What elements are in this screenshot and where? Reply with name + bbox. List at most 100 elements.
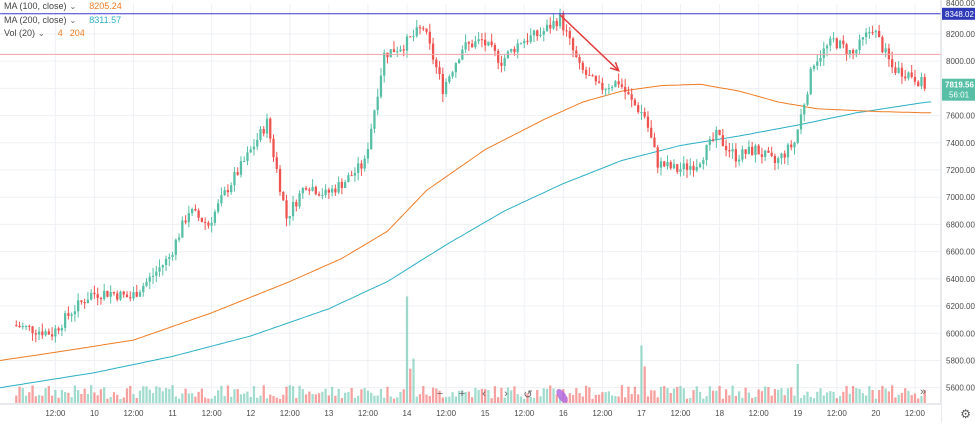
candle-body: [715, 129, 718, 141]
candle-body: [181, 220, 184, 238]
volume-bar: [819, 388, 822, 403]
volume-bar: [409, 368, 412, 403]
x-tick-label: 12:00: [514, 409, 535, 418]
volume-bar: [31, 385, 34, 403]
candle-body: [545, 24, 549, 32]
candle-body: [269, 118, 272, 139]
volume-bar: [135, 398, 138, 403]
volume-bar: [604, 392, 607, 403]
candle-body: [236, 172, 239, 175]
scroll-to-latest-button[interactable]: »: [920, 386, 927, 398]
volume-bar: [542, 388, 545, 403]
candle-body: [132, 292, 135, 299]
legend-ma100[interactable]: MA (100, close) ⌄ 8205.24: [4, 1, 122, 11]
candle-body: [614, 81, 617, 88]
scroll-right-button[interactable]: ›: [504, 388, 508, 400]
volume-bar: [125, 388, 129, 403]
volume-bar: [431, 387, 435, 403]
candle-body: [86, 299, 90, 304]
candle-body: [891, 59, 894, 68]
candle-body: [558, 13, 562, 27]
x-tick-label: 12:00: [358, 409, 379, 418]
candle-body: [37, 331, 41, 335]
candle-body: [57, 328, 60, 331]
last-price-text: 7819.56: [945, 81, 974, 90]
candle-body: [129, 297, 132, 299]
candle-body: [350, 175, 353, 177]
volume-bar: [786, 388, 790, 403]
chevron-down-icon[interactable]: ⌄: [69, 15, 77, 25]
volume-bar: [689, 397, 692, 403]
volume-bar: [894, 397, 897, 403]
volume-bar: [158, 387, 161, 403]
volume-bar: [177, 398, 181, 403]
volume-bar: [597, 394, 601, 403]
volume-bar: [900, 393, 904, 403]
candle-body: [402, 49, 405, 51]
candle-body: [702, 160, 705, 164]
candle-body: [578, 57, 581, 63]
volume-bar: [405, 296, 409, 403]
zoom-out-button[interactable]: −: [436, 388, 444, 400]
volume-bar: [353, 397, 357, 403]
volume-bar: [83, 388, 86, 403]
candle-body: [44, 331, 47, 336]
volume-bar: [803, 395, 806, 403]
volume-bar: [633, 386, 637, 403]
x-tick-label: 15: [481, 409, 490, 418]
volume-bar: [363, 387, 366, 403]
candle-body: [428, 31, 431, 44]
trend-arrow-head: [609, 61, 620, 72]
volume-bar: [308, 391, 311, 403]
volume-bar: [448, 396, 451, 403]
candle-body: [99, 297, 103, 299]
chevron-down-icon[interactable]: ⌄: [69, 1, 77, 11]
candle-body: [584, 69, 588, 75]
volume-bar: [578, 393, 581, 403]
volume-bar: [751, 398, 754, 403]
candle-body: [806, 94, 809, 105]
candle-body: [138, 292, 142, 297]
volume-bar: [529, 396, 532, 403]
volume-bar: [116, 394, 119, 403]
reset-chart-button[interactable]: ↺: [523, 389, 533, 401]
candle-body: [571, 38, 575, 51]
candle-body: [340, 181, 344, 188]
x-tick-label: 14: [403, 409, 412, 418]
volume-bar: [441, 397, 444, 403]
candle-body: [731, 149, 734, 152]
volume-bar: [910, 395, 913, 403]
candle-body: [308, 189, 311, 191]
settings-gear-icon[interactable]: ⚙: [960, 407, 971, 421]
legend-volume[interactable]: Vol (20) ⌄ 4 204: [4, 28, 85, 38]
scroll-left-button[interactable]: ‹: [482, 388, 486, 400]
volume-bar: [692, 390, 695, 403]
candle-body: [304, 188, 308, 190]
chevron-down-icon[interactable]: ⌄: [38, 28, 45, 38]
volume-bar: [757, 389, 760, 403]
candle-body: [425, 28, 428, 32]
volume-bar: [148, 389, 151, 403]
volume-bar: [187, 393, 190, 403]
candle-body: [751, 146, 754, 155]
candle-body: [773, 155, 777, 164]
candle-body: [685, 163, 689, 170]
candle-body: [845, 44, 848, 55]
candle-body: [897, 67, 900, 73]
top-line-price-text: 8348.02: [945, 10, 974, 19]
volume-bar: [584, 385, 588, 403]
legend-ma200[interactable]: MA (200, close) ⌄ 8311.57: [4, 15, 121, 25]
volume-bar: [63, 392, 67, 403]
candle-body: [399, 49, 402, 52]
candle-body: [409, 36, 412, 38]
volume-bar: [871, 390, 874, 403]
candle-body: [855, 49, 858, 54]
zoom-in-button[interactable]: +: [458, 388, 466, 400]
volume-bar: [272, 395, 275, 403]
volume-bar: [18, 386, 21, 403]
candle-body: [653, 137, 656, 148]
volume-bar: [50, 395, 54, 403]
volume-bar: [630, 394, 633, 403]
